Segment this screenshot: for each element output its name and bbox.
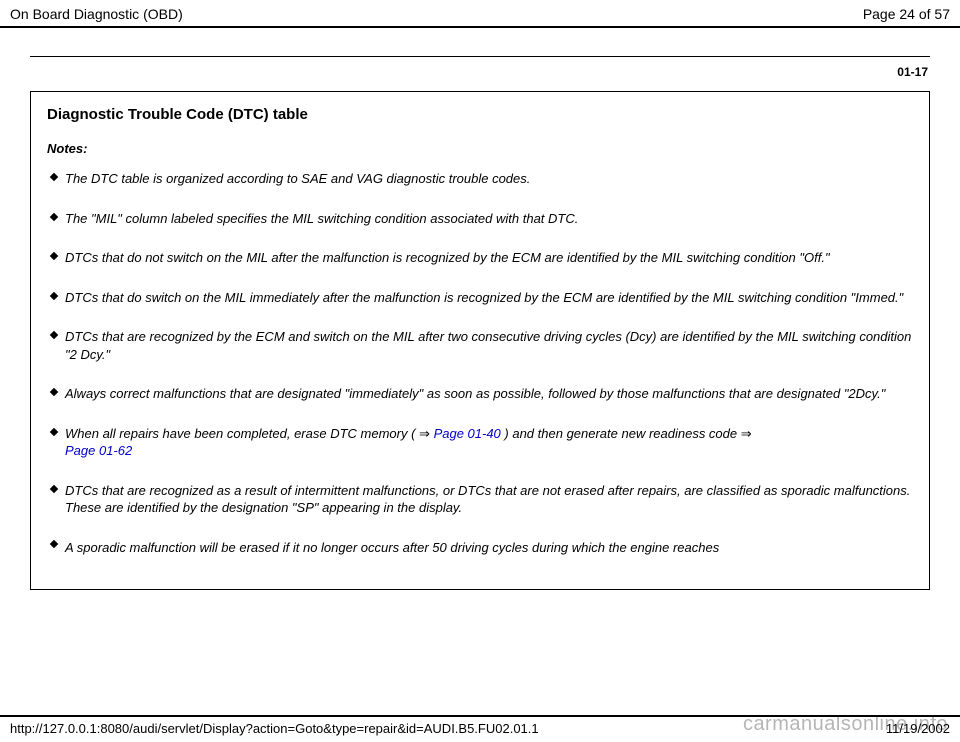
notes-label: Notes: [47, 141, 913, 156]
arrow-icon: ⇒ [741, 426, 752, 441]
page-link[interactable]: Page 01-62 [65, 443, 132, 458]
arrow-icon: ⇒ [419, 426, 430, 441]
page-footer: http://127.0.0.1:8080/audi/servlet/Displ… [0, 715, 960, 736]
header-title: On Board Diagnostic (OBD) [10, 6, 183, 22]
note-item: A sporadic malfunction will be erased if… [51, 539, 913, 557]
note-item: The DTC table is organized according to … [51, 170, 913, 188]
note-item-with-links: When all repairs have been completed, er… [51, 425, 913, 460]
note-item: The "MIL" column labeled specifies the M… [51, 210, 913, 228]
page-link[interactable]: Page 01-40 [430, 426, 504, 441]
note-text: ) and then generate new readiness code [504, 426, 740, 441]
note-item: DTCs that are recognized as a result of … [51, 482, 913, 517]
header-page-info: Page 24 of 57 [863, 6, 950, 22]
note-item: DTCs that are recognized by the ECM and … [51, 328, 913, 363]
content-box: Diagnostic Trouble Code (DTC) table Note… [30, 91, 930, 590]
note-text: When all repairs have been completed, er… [65, 426, 419, 441]
divider [30, 56, 930, 57]
footer-date: 11/19/2002 [886, 721, 950, 736]
page-header: On Board Diagnostic (OBD) Page 24 of 57 [0, 0, 960, 28]
section-title: Diagnostic Trouble Code (DTC) table [47, 106, 913, 123]
notes-list: The DTC table is organized according to … [47, 170, 913, 557]
page-reference: 01-17 [30, 65, 928, 79]
footer-url: http://127.0.0.1:8080/audi/servlet/Displ… [10, 721, 539, 736]
note-text: A sporadic malfunction will be erased if… [65, 539, 913, 557]
note-item: DTCs that do not switch on the MIL after… [51, 249, 913, 267]
note-item: DTCs that do switch on the MIL immediate… [51, 289, 913, 307]
note-item: Always correct malfunctions that are des… [51, 385, 913, 403]
page-content: 01-17 Diagnostic Trouble Code (DTC) tabl… [0, 56, 960, 590]
